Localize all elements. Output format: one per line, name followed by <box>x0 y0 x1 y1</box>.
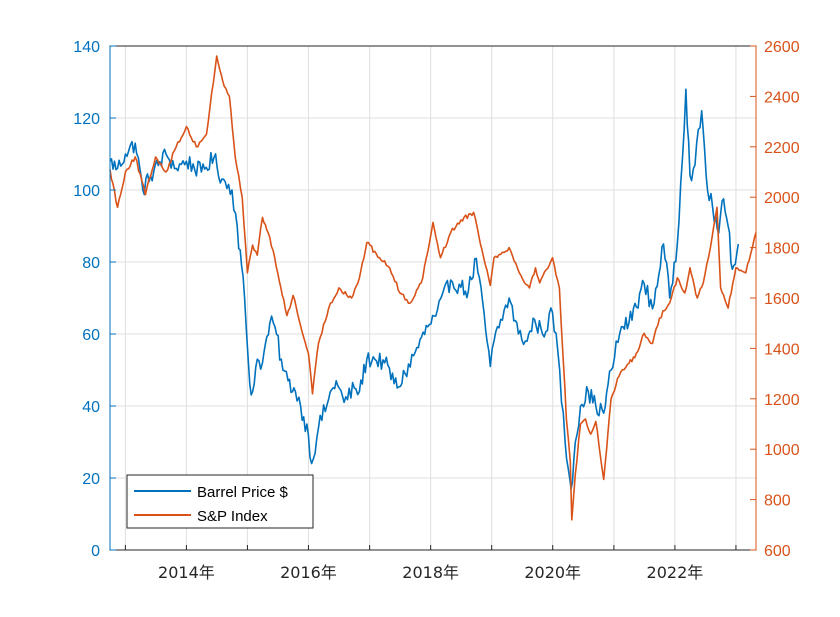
y-left-tick-label: 100 <box>73 183 100 200</box>
y-right-tick-label: 2200 <box>764 140 800 157</box>
y-right-tick-label: 1800 <box>764 241 800 258</box>
plot-area-frame <box>109 45 757 551</box>
axes: 0 20 40 60 80 100 120 140 600 800 1000 1200 1400 1600… <box>73 39 799 582</box>
x-tick-label: 2016年 <box>280 563 337 582</box>
x-tick-label: 2020年 <box>524 563 581 582</box>
y-left-tick-label: 40 <box>82 399 100 416</box>
y-right-tick-label: 1000 <box>764 442 800 459</box>
x-tick-label: 2022年 <box>647 563 704 582</box>
x-tick-label: 2014年 <box>158 563 215 582</box>
y-left-tick-label: 120 <box>73 111 100 128</box>
y-right-tick-label: 1400 <box>764 341 800 358</box>
legend: Barrel Price $ S&P Index <box>126 474 314 529</box>
series-line-sp-index <box>109 55 757 521</box>
y-right-tick-label: 600 <box>764 543 791 560</box>
series-line-barrel-price <box>109 88 740 490</box>
y-right-tick-label: 1600 <box>764 291 800 308</box>
legend-box <box>126 474 314 529</box>
y-right-tick-label: 2600 <box>764 39 800 56</box>
series-lines <box>109 55 757 521</box>
y-right-tick-label: 2000 <box>764 190 800 207</box>
y-right-tick-label: 800 <box>764 493 791 510</box>
y-left-tick-label: 140 <box>73 39 100 56</box>
y-left-tick-label: 0 <box>91 543 100 560</box>
y-left-tick-label: 20 <box>82 471 100 488</box>
y-left-tick-label: 80 <box>82 255 100 272</box>
gridlines <box>110 45 756 551</box>
y-right-tick-label: 2400 <box>764 89 800 106</box>
y-right-tick-label: 1200 <box>764 392 800 409</box>
x-tick-label: 2018年 <box>402 563 459 582</box>
y-left-tick-label: 60 <box>82 327 100 344</box>
legend-label-sp-index: S&P Index <box>197 508 268 525</box>
legend-label-barrel-price: Barrel Price $ <box>197 484 289 501</box>
